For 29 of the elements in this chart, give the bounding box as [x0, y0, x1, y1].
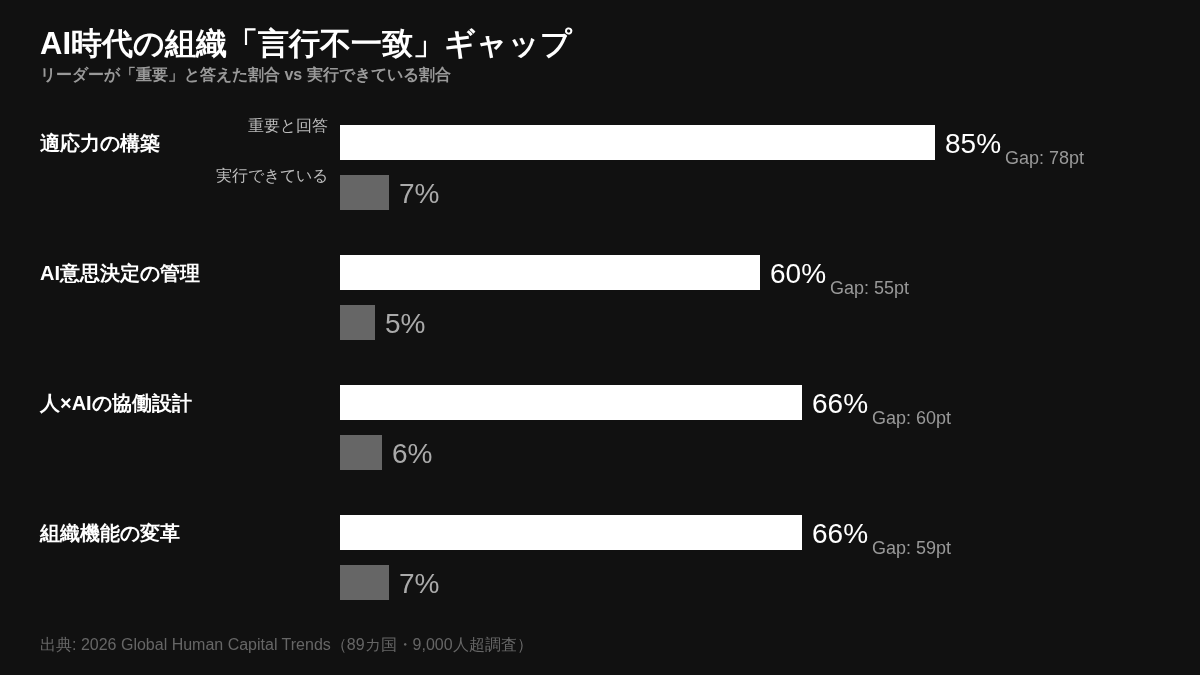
bar [340, 175, 389, 210]
annotation: Gap: 59pt [872, 538, 952, 558]
data-label: 66% [812, 517, 869, 549]
text: Gap: 78pt [1005, 148, 1085, 168]
bar [340, 255, 760, 290]
y-tick-label: 適応力の構築 [40, 131, 160, 154]
series-label: 重要と回答 [248, 117, 328, 134]
data-label: 60% [770, 257, 827, 289]
bar [340, 515, 802, 550]
y-tick-label: 人×AIの協働設計 [39, 391, 192, 414]
chart-subtitle: リーダーが「重要」と答えた割合 vs 実行できている割合 [40, 65, 451, 84]
annotation: Gap: 60pt [872, 408, 952, 428]
source-note: 出典: 2026 Global Human Capital Trends（89カ国・9,000人超調査） [40, 636, 533, 653]
data-label: 7% [399, 567, 440, 599]
data-label: 7% [399, 177, 440, 209]
bar [340, 125, 935, 160]
bar [340, 435, 382, 470]
bar [340, 305, 375, 340]
chart-title: AI時代の組織「言行不一致」ギャップ [40, 26, 573, 61]
bar [340, 385, 802, 420]
data-label: 6% [392, 437, 433, 469]
data-label: 5% [385, 307, 426, 339]
data-label: 85% [945, 127, 1002, 159]
y-tick-label: 組織機能の変革 [39, 521, 180, 544]
y-tick-label: AI意思決定の管理 [40, 261, 200, 284]
annotation: Gap: 55pt [830, 278, 910, 298]
series-label: 実行できている [216, 167, 328, 184]
data-label: 66% [812, 387, 869, 419]
bar [340, 565, 389, 600]
